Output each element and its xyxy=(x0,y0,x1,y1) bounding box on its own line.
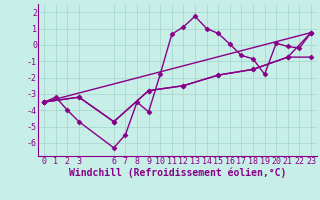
X-axis label: Windchill (Refroidissement éolien,°C): Windchill (Refroidissement éolien,°C) xyxy=(69,168,286,178)
